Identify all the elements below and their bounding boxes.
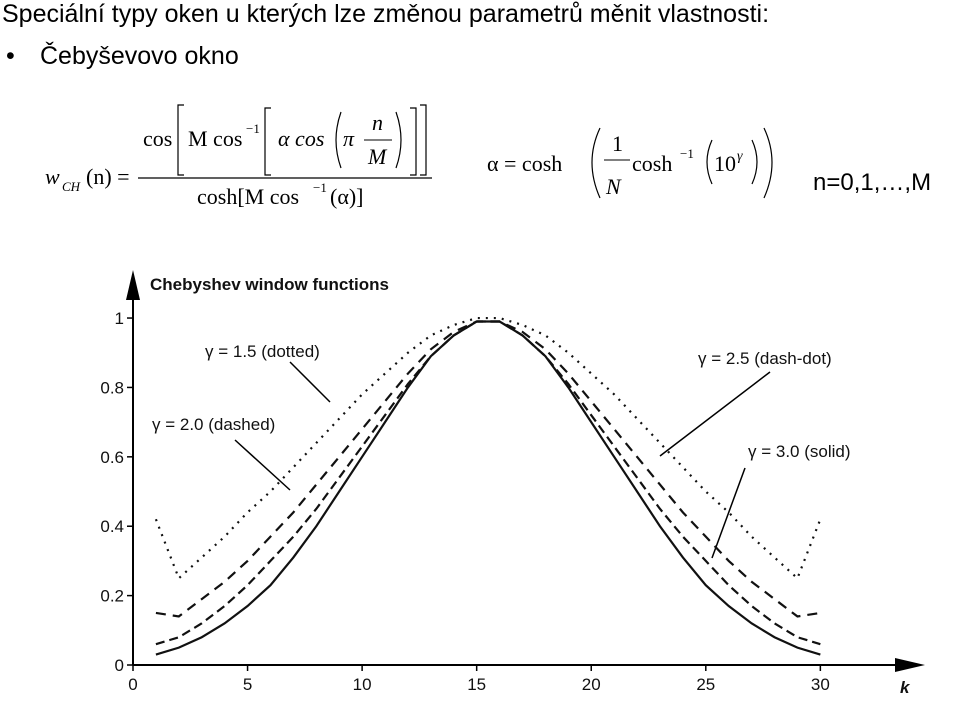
y-tick-label: 0.8: [100, 378, 124, 397]
formula-text: (n) =: [86, 164, 130, 189]
y-tick-label: 0.2: [100, 587, 124, 606]
formula-text: cos: [143, 126, 172, 151]
formula-text: α = cosh: [487, 151, 562, 176]
y-tick-label: 0: [115, 656, 124, 675]
paren: [395, 111, 402, 169]
x-tick-label: 20: [582, 675, 601, 694]
formula-text: (α)]: [330, 184, 364, 209]
annotation-arrow: [659, 371, 771, 457]
bracket: [264, 107, 271, 176]
formula-text: CH: [62, 179, 81, 194]
formula-text: −1: [246, 121, 260, 136]
annotation-arrow: [289, 361, 331, 403]
formula-text: −1: [680, 146, 694, 161]
formula-text: M cos: [188, 126, 242, 151]
formula-text: 10: [714, 151, 736, 176]
formula-text: π: [343, 126, 355, 151]
bullet-text: Čebyševovo okno: [40, 41, 239, 70]
range-text: n=0,1,…,M: [813, 169, 931, 196]
chart: Chebyshev window functions k 0 0.2 0.4 0.6 0…: [100, 270, 925, 697]
x-tick-label: 10: [353, 675, 372, 694]
bullet-dot: •: [6, 42, 15, 70]
axis-arrow: [895, 658, 925, 672]
x-tick-label: 30: [811, 675, 830, 694]
x-tick-label: 5: [243, 675, 252, 694]
paren: [591, 127, 601, 199]
bracket: [177, 104, 184, 176]
formula-text: w: [45, 164, 60, 189]
formula-text: γ: [737, 149, 743, 164]
slide-title: Speciální typy oken u kterých lze změnou…: [2, 0, 769, 28]
formula-text: −1: [313, 180, 327, 195]
y-tick-label: 0.6: [100, 448, 124, 467]
bracket: [420, 104, 427, 176]
paren: [751, 139, 758, 185]
formula-text: N: [605, 174, 622, 199]
series-line: [155, 320, 821, 618]
formula-text: 1: [612, 131, 623, 156]
x-tick-label: 25: [696, 675, 715, 694]
paren: [706, 139, 713, 185]
paren: [335, 111, 342, 169]
formula-text: n: [372, 110, 383, 135]
series-label: γ = 1.5 (dotted): [205, 342, 320, 361]
formula-1: w CH (n) = cos M cos −1 α cos π n M cosh…: [45, 104, 432, 209]
x-tick-label: 15: [467, 675, 486, 694]
series-line: [154, 316, 822, 581]
formula-2: α = cosh 1 N cosh −1 10 γ: [487, 127, 773, 199]
formula-text: M: [367, 144, 388, 169]
series-line: [155, 320, 821, 646]
series-line: [155, 320, 821, 656]
y-tick-label: 0.4: [100, 517, 124, 536]
y-tick-label: 1: [115, 309, 124, 328]
series-label: γ = 2.5 (dash-dot): [698, 349, 832, 368]
annotation-arrow: [711, 467, 746, 559]
annotation-arrow: [234, 439, 291, 491]
bracket: [410, 107, 417, 176]
x-axis-label: k: [900, 678, 911, 697]
paren: [763, 127, 773, 199]
axis-arrow: [126, 270, 140, 300]
series-label: γ = 3.0 (solid): [748, 442, 851, 461]
x-tick-label: 0: [128, 675, 137, 694]
formula-text: cosh: [632, 151, 672, 176]
formula-text: α cos: [278, 126, 324, 151]
series-label: γ = 2.0 (dashed): [152, 415, 275, 434]
chart-title: Chebyshev window functions: [150, 275, 389, 294]
formula-text: cosh[M cos: [197, 184, 299, 209]
